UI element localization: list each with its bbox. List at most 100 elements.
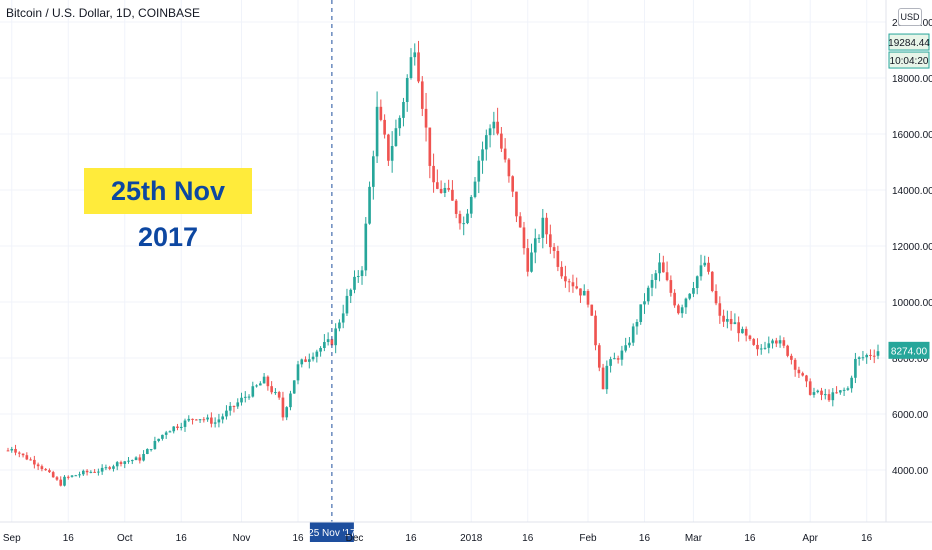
candle — [78, 471, 81, 478]
candle — [808, 378, 812, 396]
candle-body — [748, 335, 752, 340]
price-tick-label: 4000.00 — [892, 466, 929, 477]
candle — [436, 169, 439, 190]
candle — [741, 326, 744, 334]
candle-body — [74, 475, 78, 477]
candle — [108, 465, 112, 471]
candle — [59, 476, 63, 487]
candle — [857, 356, 861, 366]
candle — [635, 319, 639, 335]
candle-body — [198, 419, 202, 421]
time-tick-label: 2018 — [460, 533, 483, 544]
candle — [673, 289, 676, 308]
candle-body — [78, 474, 81, 476]
candle — [277, 390, 281, 400]
candle-body — [752, 339, 756, 345]
candle — [157, 438, 160, 443]
candle — [820, 387, 823, 401]
candle-body — [194, 419, 198, 421]
candle-body — [210, 417, 213, 424]
candle — [816, 389, 820, 394]
candle-body — [417, 52, 420, 82]
candle-body — [338, 322, 341, 329]
candle — [462, 216, 466, 236]
bar-countdown-tag-bg — [888, 51, 930, 69]
candle — [454, 199, 458, 219]
candle — [402, 97, 405, 127]
candle — [191, 418, 194, 425]
candle — [104, 464, 108, 471]
candle-body — [402, 101, 405, 118]
candle — [51, 470, 55, 478]
candle-body — [40, 466, 44, 470]
candle-body — [221, 416, 224, 420]
currency-button[interactable]: USD — [898, 8, 922, 26]
time-tick-label: 16 — [744, 533, 756, 544]
candle-body — [146, 449, 149, 454]
date-highlight-label: 25th Nov 2017 — [84, 168, 252, 252]
time-tick-label: Mar — [685, 533, 703, 544]
candle — [586, 289, 590, 308]
candle-body — [172, 426, 176, 432]
candle — [518, 212, 522, 228]
candle-body — [726, 318, 729, 322]
candle — [613, 352, 616, 360]
candle-body — [281, 397, 285, 418]
candle-body — [89, 471, 93, 473]
candle-body — [356, 276, 360, 278]
candle — [420, 76, 424, 117]
candle — [221, 413, 224, 424]
candle — [66, 475, 70, 480]
candle — [481, 141, 484, 174]
candle — [488, 124, 492, 148]
candle — [29, 457, 32, 461]
candle — [624, 337, 627, 353]
crosshair-date-tag — [309, 522, 354, 542]
candle — [805, 374, 808, 388]
candle — [44, 467, 47, 471]
candle-body — [466, 213, 469, 224]
candle-body — [511, 176, 514, 192]
candle-body — [119, 462, 123, 464]
candle-body — [300, 359, 304, 365]
candle-body — [876, 351, 880, 356]
candle — [292, 380, 296, 394]
candle-body — [29, 459, 32, 461]
candle-body — [243, 396, 247, 398]
candle-body — [733, 322, 737, 325]
candle — [341, 304, 345, 329]
candle-body — [48, 470, 51, 473]
candle-body — [552, 247, 556, 251]
candle — [507, 158, 511, 183]
candle — [850, 375, 853, 393]
candle-body — [774, 340, 778, 344]
candle-body — [115, 462, 119, 467]
candle — [695, 275, 699, 295]
candle — [756, 338, 759, 356]
candle-body — [112, 466, 115, 469]
candle — [334, 323, 337, 354]
candle — [876, 344, 880, 360]
candle — [168, 430, 172, 433]
candle-body — [601, 367, 605, 390]
last-price-tag: 8274.00 — [891, 346, 928, 357]
candle-body — [695, 276, 699, 289]
candle — [10, 446, 14, 453]
candle — [447, 179, 450, 192]
candle-body — [586, 290, 590, 305]
high-price-tag-bg — [888, 33, 930, 51]
time-tick-label: Sep — [3, 533, 21, 544]
candle — [722, 309, 725, 327]
candle-body — [763, 347, 767, 349]
candle-body — [846, 388, 850, 390]
candle-body — [164, 432, 168, 435]
candle-body — [100, 467, 104, 472]
candle-body — [213, 422, 217, 424]
candle-body — [191, 418, 194, 420]
candle-body — [345, 295, 349, 314]
candle-body — [251, 386, 255, 397]
candle — [692, 281, 695, 298]
candle — [36, 462, 40, 471]
candle-body — [228, 405, 232, 411]
